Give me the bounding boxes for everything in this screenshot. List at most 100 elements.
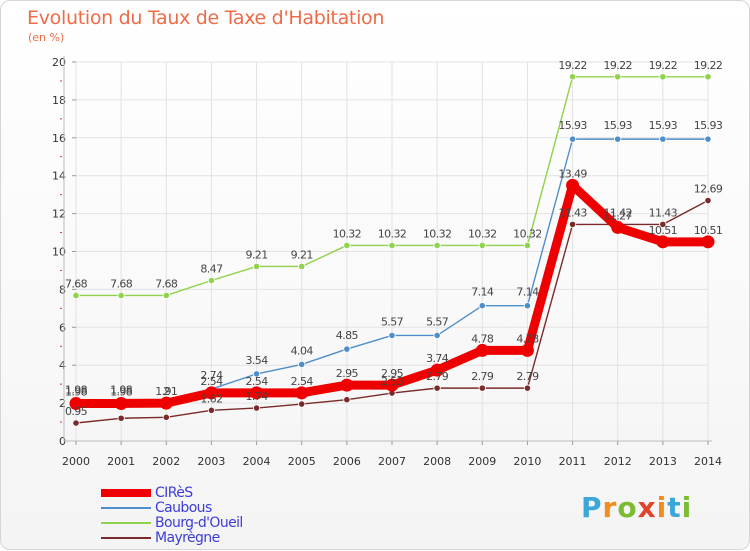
data-point <box>72 291 80 300</box>
data-point <box>117 291 125 300</box>
data-point <box>568 135 577 143</box>
x-tick-label: 2003 <box>197 455 225 468</box>
data-label: 5.57 <box>381 315 404 328</box>
data-point <box>433 241 441 250</box>
data-point <box>478 302 486 310</box>
proxiti-logo: Proxiti <box>581 491 693 524</box>
data-label: 1.98 <box>110 383 133 396</box>
data-point <box>252 404 261 412</box>
data-label: 1.74 <box>246 390 269 403</box>
x-tick-label: 2008 <box>423 455 451 468</box>
series-lines <box>69 73 715 427</box>
data-label: 8.47 <box>200 262 223 275</box>
data-label: 12.69 <box>694 183 723 196</box>
data-label: 2.54 <box>200 375 223 388</box>
data-label: 2.79 <box>426 370 449 383</box>
data-point <box>478 384 486 392</box>
data-point <box>72 419 80 427</box>
data-point <box>568 73 577 81</box>
y-tick-label: 20 <box>52 56 66 69</box>
y-tick-label: 8 <box>59 283 66 296</box>
data-point <box>388 241 396 250</box>
x-tick-label: 2005 <box>288 455 316 468</box>
legend-label: Mayrègne <box>155 530 220 546</box>
x-tick-label: 2011 <box>559 455 587 468</box>
legend-label: CIRèS <box>155 485 193 501</box>
x-tick-label: 2000 <box>62 455 90 468</box>
data-point <box>162 413 170 421</box>
data-point <box>69 396 83 410</box>
data-point <box>704 135 712 143</box>
data-label: 0.95 <box>65 405 88 418</box>
data-label: 13.49 <box>558 167 587 180</box>
data-point <box>656 235 670 249</box>
data-point <box>114 396 128 410</box>
data-point <box>566 178 580 192</box>
legend-label: Caubous <box>155 500 212 516</box>
data-label: 1.98 <box>110 385 133 398</box>
data-label: 4.78 <box>471 332 494 345</box>
data-point <box>433 331 441 340</box>
data-point <box>523 241 532 250</box>
y-tick-label: 0 <box>59 435 66 448</box>
data-label: 2.79 <box>471 370 494 383</box>
data-label: 10.32 <box>468 227 497 240</box>
data-point <box>701 235 715 249</box>
data-label: 1.98 <box>65 385 88 398</box>
x-tick-label: 2007 <box>378 455 406 468</box>
data-label: 7.14 <box>471 286 494 299</box>
data-point <box>611 220 625 234</box>
y-tick-label: 14 <box>52 170 66 183</box>
data-point <box>520 343 534 357</box>
data-label: 1.62 <box>200 392 222 405</box>
data-label: 15.93 <box>558 119 587 132</box>
data-point <box>295 386 309 400</box>
y-tick-label: 4 <box>59 359 66 372</box>
axes: 0 2 4 6 8 10 12 14 16 18 20 2000 2001 2002 2003 2004 200… <box>52 56 722 468</box>
data-label: 11.43 <box>558 206 587 219</box>
data-label: 19.22 <box>603 59 632 72</box>
data-label: 2.53 <box>381 375 404 388</box>
y-tick-label: 16 <box>52 132 66 145</box>
data-label: 10.32 <box>513 227 542 240</box>
data-label: 15.93 <box>649 119 678 132</box>
data-label: 15.93 <box>603 119 632 132</box>
data-label: 10.51 <box>694 224 723 237</box>
data-point <box>704 196 712 205</box>
data-point <box>117 414 125 422</box>
data-label: 5.57 <box>426 315 449 328</box>
data-label: 10.32 <box>378 227 407 240</box>
data-label: 4.85 <box>336 329 359 342</box>
data-label: 2.95 <box>381 367 404 380</box>
unit-label: (en %) <box>28 31 65 44</box>
data-point <box>388 331 396 340</box>
data-point <box>250 386 264 400</box>
data-point <box>704 73 712 81</box>
chart-title: Evolution du Taux de Taxe d'Habitation <box>27 7 385 29</box>
legend-swatch <box>101 489 151 497</box>
data-point <box>207 406 216 414</box>
data-point <box>614 135 622 143</box>
data-point <box>252 370 261 378</box>
y-tick-label: 10 <box>52 246 66 259</box>
y-tick-label: 12 <box>52 208 66 221</box>
y-tick-label: 6 <box>59 321 66 334</box>
data-point <box>343 396 351 404</box>
data-point <box>659 73 667 81</box>
data-point <box>523 302 532 310</box>
x-tick-label: 2009 <box>468 455 496 468</box>
data-point <box>385 378 399 392</box>
data-point <box>659 220 667 229</box>
data-label: 1.98 <box>65 383 88 396</box>
data-label: 2.54 <box>246 375 269 388</box>
x-tick-label: 2006 <box>333 455 361 468</box>
data-point <box>207 276 216 285</box>
data-point <box>614 73 622 81</box>
data-label: 2.95 <box>336 367 359 380</box>
x-tick-label: 2013 <box>649 455 677 468</box>
y-tick-label: 2 <box>59 397 66 410</box>
data-label: 9.21 <box>291 248 313 261</box>
data-point <box>298 400 306 408</box>
